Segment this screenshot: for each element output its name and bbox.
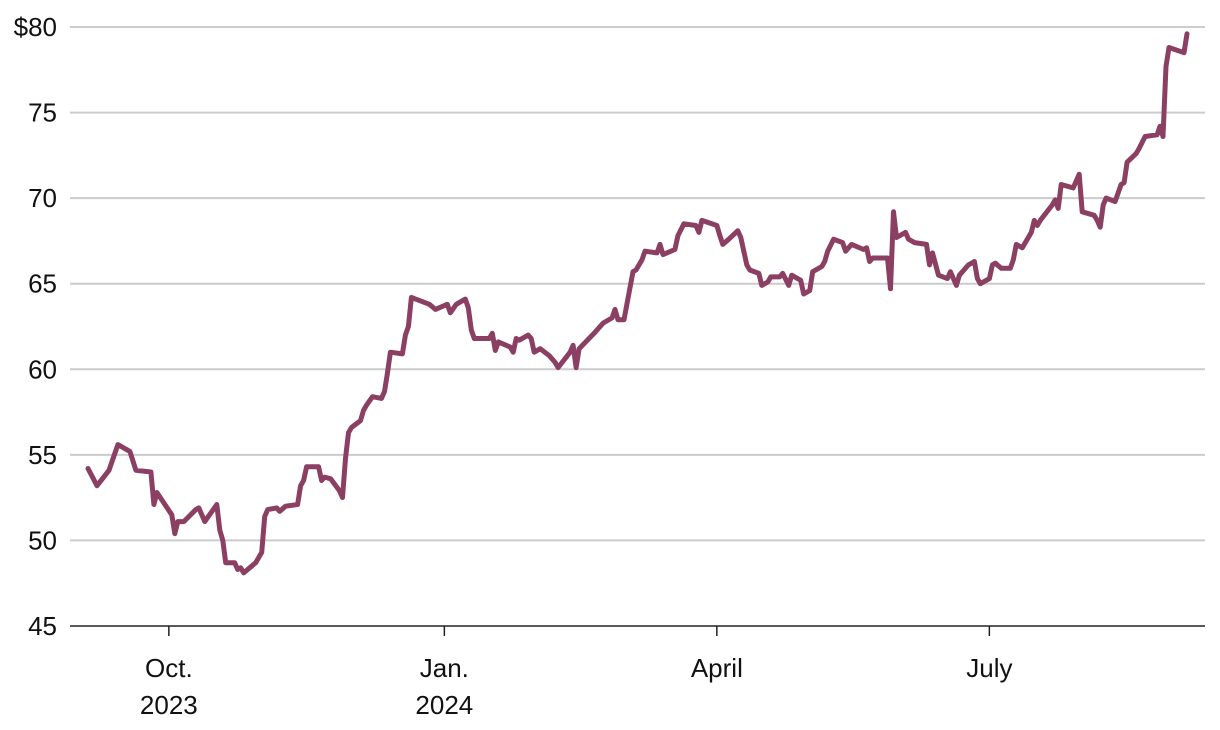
x-tick-label: July [966,653,1012,683]
y-tick-label: 65 [28,269,57,299]
x-tick-label: Oct. [145,653,193,683]
y-tick-label: 60 [28,354,57,384]
price-line [85,31,1190,576]
y-tick-label: 70 [28,183,57,213]
x-tick-label: Jan. [420,653,469,683]
x-tick-sublabel: 2024 [415,690,473,720]
x-tick-label: April [691,653,743,683]
x-tick-sublabel: 2023 [140,690,198,720]
y-tick-label: 75 [28,98,57,128]
y-tick-label: 55 [28,440,57,470]
y-tick-label: 50 [28,525,57,555]
y-tick-label: 45 [28,611,57,641]
y-tick-label: $80 [14,12,57,42]
